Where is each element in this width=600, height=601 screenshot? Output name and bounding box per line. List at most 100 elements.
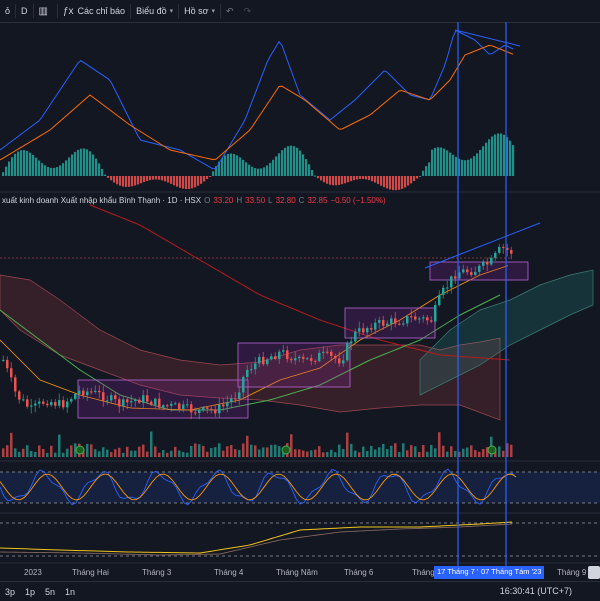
macd-histogram-bar — [383, 176, 386, 188]
volume-bar — [298, 449, 301, 457]
macd-histogram-bar — [62, 163, 65, 176]
macd-histogram-bar — [245, 162, 248, 176]
macd-histogram-bar — [395, 176, 398, 191]
timeframe-3[interactable]: 5n — [45, 586, 56, 597]
undo-button[interactable]: ↶ — [221, 0, 239, 22]
candle-body — [34, 403, 37, 406]
chart-style-button[interactable]: ▥ — [34, 0, 57, 22]
candle-body — [294, 358, 297, 361]
stoch-k-line — [0, 468, 517, 506]
candle-body — [234, 398, 237, 400]
candle-body — [322, 351, 325, 353]
macd-histogram-bar — [290, 145, 293, 176]
macd-histogram-bar — [302, 154, 305, 176]
candle-body — [418, 318, 421, 320]
volume-bar — [510, 444, 513, 457]
macd-histogram-bar — [47, 167, 50, 176]
volume-bar — [14, 448, 17, 457]
profile-label: Hồ sơ — [184, 6, 209, 16]
volume-bar — [462, 448, 465, 457]
macd-histogram-bar — [368, 176, 371, 181]
macd-histogram-bar — [455, 156, 458, 176]
interval-button[interactable]: D — [16, 0, 33, 22]
macd-histogram-bar — [254, 168, 257, 176]
macd-histogram-bar — [509, 140, 512, 176]
candle-body — [510, 250, 513, 254]
close-label: C — [298, 196, 305, 205]
candle-body — [202, 407, 205, 411]
candle-body — [314, 360, 317, 362]
candle-body — [362, 328, 365, 333]
macd-histogram-bar — [341, 176, 344, 185]
macd-histogram-bar — [440, 147, 443, 176]
timeframe-4[interactable]: 1n — [65, 586, 76, 597]
macd-histogram-bar — [488, 139, 491, 176]
macd-histogram-bar — [143, 176, 146, 183]
volume-bar — [378, 447, 381, 457]
chart-canvas[interactable] — [0, 22, 600, 567]
volume-bar — [194, 443, 197, 457]
candle-body — [118, 399, 121, 407]
candle-body — [366, 328, 369, 333]
volume-bar — [394, 443, 397, 457]
volume-bar — [266, 447, 269, 457]
volume-bar — [474, 450, 477, 457]
volume-bar — [162, 450, 165, 457]
volume-bar — [294, 449, 297, 457]
candle-body — [502, 246, 505, 248]
candle-body — [106, 400, 109, 402]
macd-histogram-bar — [275, 156, 278, 176]
volume-bar — [506, 443, 509, 457]
candle-body — [266, 359, 269, 365]
volume-bar — [458, 451, 461, 457]
volume-bar — [330, 449, 333, 457]
symbol-legend: xuất kinh doanh Xuất nhập khẩu Bình Thạn… — [2, 196, 386, 205]
volume-bar — [2, 448, 5, 457]
settings-corner-button[interactable] — [588, 566, 600, 579]
macd-histogram-bar — [260, 168, 263, 176]
candle-body — [50, 402, 53, 406]
candle-body — [482, 261, 485, 266]
timeframe-1[interactable]: 3p — [5, 586, 16, 597]
candle-body — [442, 287, 445, 296]
macd-histogram-bar — [506, 137, 509, 176]
candle-body — [286, 350, 289, 360]
chart-type-menu[interactable]: Biểu đồ ▾ — [131, 0, 178, 22]
candle-body — [298, 356, 301, 359]
ma50-line — [0, 294, 501, 411]
candle-body — [274, 356, 277, 359]
volume-bar — [198, 444, 201, 457]
candle-body — [486, 261, 489, 265]
toolbar-divider — [178, 4, 180, 18]
macd-histogram-bar — [335, 176, 338, 186]
indicators-button[interactable]: ƒx Các chỉ báo — [58, 0, 130, 22]
redo-button[interactable]: ↷ — [239, 0, 257, 22]
timeframe-2[interactable]: 1p — [25, 586, 36, 597]
candle-body — [458, 272, 461, 279]
macd-histogram-bar — [50, 167, 53, 176]
macd-histogram-bar — [173, 176, 176, 186]
ichimoku-cloud-bear — [0, 274, 501, 421]
volume-bar — [422, 445, 425, 457]
profile-menu[interactable]: Hồ sơ ▾ — [179, 0, 220, 22]
volume-bar — [434, 448, 437, 457]
candle-body — [102, 392, 105, 401]
x-axis-label: 2023 — [24, 568, 42, 577]
clock: 16:30:41 (UTC+7) — [499, 586, 572, 596]
candle-body — [198, 410, 201, 413]
toolbar-divider — [56, 4, 58, 18]
candle-body — [254, 363, 257, 370]
volume-bar — [230, 445, 233, 457]
volume-bar — [178, 450, 181, 457]
candle-body — [450, 276, 453, 288]
macd-histogram-bar — [161, 176, 164, 181]
volume-bar — [410, 445, 413, 457]
macd-histogram-bar — [185, 176, 188, 190]
candle-body — [262, 356, 265, 365]
candle-body — [422, 317, 425, 319]
candle-body — [190, 404, 193, 413]
volume-bar — [46, 452, 49, 457]
macd-histogram-bar — [473, 156, 476, 176]
symbol-search[interactable]: ỏ — [0, 0, 15, 22]
volume-bar — [114, 449, 117, 457]
